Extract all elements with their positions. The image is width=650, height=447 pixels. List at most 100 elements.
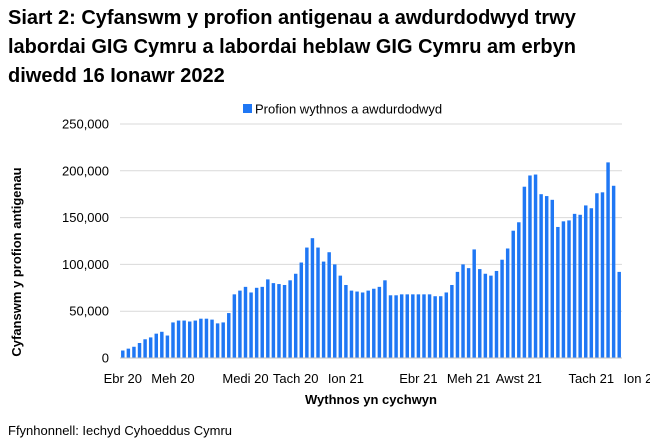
bar <box>266 279 270 358</box>
legend-swatch <box>243 104 252 113</box>
bar <box>589 208 594 358</box>
bar <box>165 335 170 358</box>
bar <box>494 270 499 358</box>
bar <box>383 280 387 358</box>
bars <box>121 162 621 358</box>
bar <box>544 196 549 358</box>
bar <box>500 259 504 358</box>
bar <box>584 205 588 358</box>
bar <box>338 275 343 358</box>
x-tick-label: Ion 22 <box>623 371 650 386</box>
y-tick-label: 100,000 <box>62 257 109 272</box>
x-axis-ticks: Ebr 20 Meh 20 Medi 20 Tach 20 Ion 21 Ebr 21 Me… <box>104 371 650 386</box>
y-tick-label: 250,000 <box>62 117 109 132</box>
bar <box>199 318 203 358</box>
bar <box>411 294 415 358</box>
bar <box>187 321 192 358</box>
bar <box>600 192 605 358</box>
bar <box>438 296 443 358</box>
bar <box>137 343 142 358</box>
y-tick-label: 0 <box>102 351 109 366</box>
gridlines <box>120 123 622 312</box>
source-note: Ffynhonnell: Iechyd Cyhoeddus Cymru <box>8 423 233 438</box>
y-tick-label: 150,000 <box>62 210 109 225</box>
bar <box>450 284 454 358</box>
bar <box>148 337 153 358</box>
x-tick-label: Medi 20 <box>222 371 268 386</box>
bar <box>505 248 510 358</box>
bar <box>399 294 404 358</box>
bar <box>522 186 527 358</box>
bar <box>349 290 354 358</box>
bar <box>160 331 164 358</box>
bar <box>126 348 131 358</box>
bar <box>260 286 264 358</box>
bar <box>539 194 543 358</box>
x-tick-label: Ebr 21 <box>399 371 437 386</box>
bar <box>433 296 437 358</box>
bar <box>193 320 198 358</box>
bar <box>461 264 465 358</box>
x-tick-label: Tach 21 <box>569 371 615 386</box>
bar <box>472 249 476 358</box>
y-tick-label: 200,000 <box>62 163 109 178</box>
bar <box>595 193 599 358</box>
bar <box>121 350 125 358</box>
bar <box>422 294 426 358</box>
bar <box>611 185 616 358</box>
bar <box>478 269 482 358</box>
bar <box>416 294 421 358</box>
bar <box>572 213 577 358</box>
bar <box>511 230 515 358</box>
bar <box>483 273 488 358</box>
bar <box>154 333 158 358</box>
bar <box>344 284 348 358</box>
bar <box>388 295 393 358</box>
bar <box>377 286 382 358</box>
bar <box>550 199 555 358</box>
bar <box>143 339 147 358</box>
x-axis-title: Wythnos yn cychwyn <box>305 392 437 407</box>
bar <box>271 283 276 358</box>
bar <box>405 294 409 358</box>
bar <box>556 226 560 358</box>
bar <box>243 286 248 358</box>
x-tick-label: Awst 21 <box>496 371 542 386</box>
bar <box>533 174 538 358</box>
y-tick-label: 50,000 <box>69 304 109 319</box>
bar <box>221 322 225 358</box>
bar <box>210 319 214 358</box>
bar <box>310 238 315 358</box>
bar <box>321 261 326 358</box>
bar <box>444 292 449 358</box>
bar <box>282 284 287 358</box>
x-tick-label: Ion 21 <box>328 371 364 386</box>
bar <box>578 214 582 358</box>
bar <box>528 175 532 358</box>
bar <box>427 294 432 358</box>
bar <box>394 295 398 358</box>
x-tick-label: Tach 20 <box>273 371 319 386</box>
x-tick-label: Meh 21 <box>447 371 490 386</box>
bar <box>489 275 493 358</box>
bar <box>277 284 281 358</box>
legend: Profion wythnos a awdurdodwyd <box>243 102 442 117</box>
bar <box>372 288 376 358</box>
y-axis-title: Cyfanswm y profion antigenau <box>9 167 24 356</box>
bar <box>466 268 471 358</box>
bar <box>182 320 186 358</box>
bar <box>567 220 571 358</box>
bar <box>355 291 359 358</box>
bar <box>561 221 566 358</box>
bar <box>176 320 181 358</box>
bar <box>366 290 370 358</box>
bar <box>606 162 610 358</box>
bar <box>617 271 621 358</box>
bar <box>517 222 521 358</box>
bar <box>327 252 331 358</box>
x-tick-label: Meh 20 <box>151 371 194 386</box>
bar <box>293 273 298 358</box>
legend-label: Profion wythnos a awdurdodwyd <box>255 102 442 117</box>
bar <box>215 323 220 358</box>
